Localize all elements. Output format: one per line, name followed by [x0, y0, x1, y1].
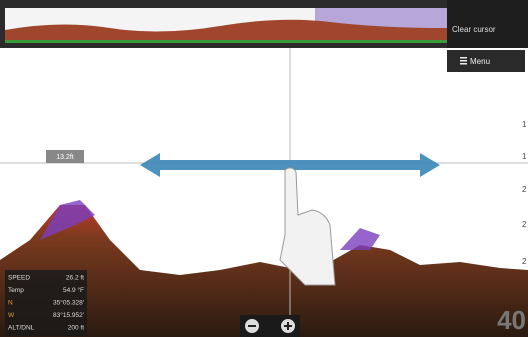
menu-icon [460, 60, 467, 62]
depth-scale: 1 1 2 2 2 [522, 120, 527, 266]
menu-button[interactable] [447, 50, 525, 72]
info-value: 54.9 °F [63, 286, 84, 294]
clear-cursor[interactable]: Clear cursor [452, 25, 496, 34]
info-value: 35°05.328' [53, 299, 84, 307]
history-line [5, 40, 447, 43]
depth-tick-label: 1 [522, 120, 527, 129]
side-panel [447, 0, 528, 48]
history-bottom [5, 19, 447, 40]
info-value: 83°15.952' [53, 311, 84, 319]
cursor-depth-box [46, 150, 84, 163]
fish-arch [40, 200, 95, 240]
depth-tick-label: 1 [522, 152, 527, 161]
minus-icon [248, 325, 256, 327]
depth-tick-label: 2 [522, 220, 527, 229]
info-rows: SPEED 26.2 ft Temp 54.9 °F N 35°05.328' W 83°15… [8, 275, 84, 332]
info-label: W [8, 312, 15, 319]
info-label: SPEED [8, 275, 30, 282]
cursor-depth: 13.2ft [56, 154, 74, 161]
hand-icon [279, 167, 336, 286]
menu-label[interactable]: Menu [470, 57, 490, 66]
info-label: N [8, 300, 13, 307]
info-label: Temp [8, 287, 24, 294]
menu-icon [460, 57, 467, 59]
info-value: 200 ft [68, 325, 84, 332]
menu-icon [460, 63, 467, 65]
depth-tick-label: 2 [522, 257, 527, 266]
plus-icon [287, 322, 289, 330]
fish-arch [340, 228, 380, 250]
depth-readout: 40 [497, 305, 526, 335]
info-value: 26.2 ft [66, 275, 84, 282]
info-label: ALT/DNL [8, 325, 35, 332]
depth-tick-label: 2 [522, 185, 527, 194]
swipe-arrow [140, 153, 440, 177]
seabed [0, 205, 528, 337]
info-box [5, 270, 87, 336]
